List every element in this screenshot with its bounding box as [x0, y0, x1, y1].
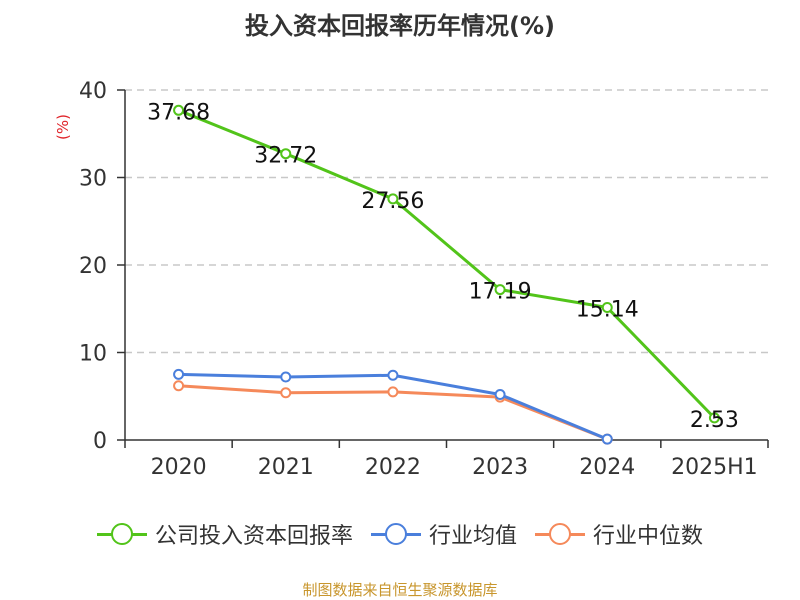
series-line-1	[178, 372, 608, 441]
line-chart: 0 10 20 30 40 2020 2021 2022 2023 2024 2025H1 (%) 37…	[54, 79, 769, 480]
legend-item-industry-mean[interactable]: 行业均值	[370, 518, 517, 550]
data-point	[387, 369, 399, 381]
data-point	[173, 104, 185, 116]
data-point	[708, 412, 720, 424]
series-line-0	[178, 108, 716, 419]
chart-legend: 公司投入资本回报率 行业均值 行业中位数	[0, 518, 800, 550]
x-tick-label: 2023	[472, 455, 528, 480]
x-tick-label: 2024	[579, 455, 635, 480]
data-label: 27.56	[361, 189, 424, 214]
legend-item-company[interactable]: 公司投入资本回报率	[96, 518, 353, 550]
source-note: 制图数据来自恒生聚源数据库	[302, 581, 498, 599]
y-tick-label: 40	[79, 79, 107, 104]
y-tick-label: 10	[79, 342, 107, 367]
data-point	[601, 433, 613, 445]
data-point	[601, 302, 613, 314]
data-point	[280, 371, 292, 383]
data-point	[173, 368, 185, 380]
x-tick-label: 2020	[151, 455, 207, 480]
data-label: 2.53	[690, 408, 739, 433]
data-point	[387, 193, 399, 205]
x-tick-label: 2021	[258, 455, 314, 480]
legend-label-industry-median: 行业中位数	[593, 524, 704, 549]
legend-item-industry-median[interactable]: 行业中位数	[535, 518, 703, 550]
chart-title: 投入资本回报率历年情况(%)	[245, 12, 555, 40]
data-label: 15.14	[576, 298, 639, 323]
y-tick-label: 30	[79, 167, 107, 192]
data-label: 17.19	[469, 280, 532, 305]
y-tick-label: 0	[93, 429, 107, 454]
data-point	[280, 387, 292, 399]
legend-marker-company	[96, 523, 147, 545]
data-point	[494, 284, 506, 296]
data-point	[173, 380, 185, 392]
legend-label-industry-mean: 行业均值	[428, 524, 517, 549]
data-label: 37.68	[147, 100, 210, 125]
x-tick-label: 2022	[365, 455, 421, 480]
data-point	[387, 386, 399, 398]
y-tick-label: 20	[79, 254, 107, 279]
x-tick-label: 2025H1	[671, 455, 758, 480]
legend-marker-industry-mean	[370, 523, 421, 545]
legend-label-company: 公司投入资本回报率	[154, 524, 353, 549]
data-label: 32.72	[254, 144, 317, 169]
y-axis-label: (%)	[54, 114, 72, 140]
data-point	[494, 389, 506, 400]
data-point	[280, 148, 292, 160]
legend-marker-industry-median	[535, 523, 585, 545]
